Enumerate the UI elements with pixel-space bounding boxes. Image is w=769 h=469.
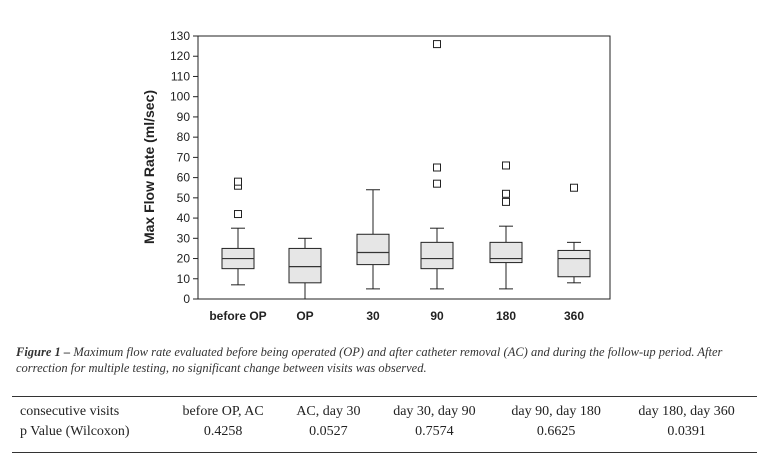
table-cell: 0.0391 [667, 424, 706, 439]
table-cell: 0.4258 [203, 424, 243, 439]
box-op [288, 247, 322, 284]
table-header-cell: day 180, day 360 [638, 404, 735, 419]
outlier-point [502, 189, 510, 198]
x-tick-label: 90 [430, 309, 444, 323]
table-bottom-rule [12, 452, 757, 453]
figure-caption: Figure 1 – Maximum flow rate evaluated b… [16, 344, 756, 376]
x-tick-label: 180 [496, 309, 516, 323]
y-axis: 0 10 20 30 40 50 60 70 80 90 100 110 120 130 [170, 29, 198, 306]
outlier-point [502, 161, 510, 170]
table-header-cell: day 90, day 180 [511, 404, 601, 419]
y-tick-label: 80 [177, 130, 191, 144]
y-tick-label: 10 [177, 272, 191, 286]
y-tick-label: 120 [170, 49, 190, 63]
y-tick-label: 20 [177, 252, 191, 266]
outlier-point [433, 40, 441, 49]
y-tick-label: 60 [177, 171, 191, 185]
x-tick-label: before OP [209, 309, 266, 323]
chart-svg: 0 10 20 30 40 50 60 70 80 90 100 110 120 130 before O… [141, 29, 611, 323]
y-tick-label: 130 [170, 29, 190, 43]
table-cell: 0.6625 [536, 424, 576, 439]
y-tick-label: 70 [177, 150, 191, 164]
box-90 [420, 241, 454, 270]
y-tick-label: 50 [177, 191, 191, 205]
table-header-row: consecutive visits before OP, AC AC, day… [14, 398, 754, 422]
caption-text: Maximum flow rate evaluated before being… [16, 345, 723, 375]
table-header-cell: before OP, AC [182, 404, 264, 419]
outlier-point [234, 177, 242, 186]
table-row: p Value (Wilcoxon) 0.4258 0.0527 0.7574 … [14, 422, 754, 442]
outlier-point [433, 179, 441, 188]
outlier-point [502, 197, 510, 206]
table-header-cell: AC, day 30 [296, 404, 361, 419]
table-cell: 0.0527 [309, 424, 348, 439]
boxes [221, 40, 591, 300]
x-axis-labels: before OP OP 30 90 180 360 [209, 309, 584, 323]
plot-frame [197, 35, 611, 300]
outlier-point [570, 183, 578, 192]
outlier-point [433, 163, 441, 172]
x-tick-label: 360 [564, 309, 584, 323]
y-tick-label: 90 [177, 110, 191, 124]
table-top-rule [12, 396, 757, 397]
p-value-table: consecutive visits before OP, AC AC, day… [14, 398, 754, 442]
table-header-cell: consecutive visits [20, 404, 120, 419]
y-tick-label: 30 [177, 231, 191, 245]
y-tick-label: 0 [183, 292, 190, 306]
box-360 [557, 249, 591, 278]
table-cell: p Value (Wilcoxon) [20, 424, 130, 439]
x-tick-label: 30 [366, 309, 380, 323]
y-tick-label: 100 [170, 90, 190, 104]
caption-lead: Figure 1 – [16, 345, 71, 359]
y-axis-label: Max Flow Rate (ml/sec) [141, 90, 157, 244]
outlier-point [234, 210, 242, 219]
y-tick-label: 40 [177, 211, 191, 225]
x-tick-label: OP [296, 309, 313, 323]
box-180 [489, 241, 523, 264]
table-cell: 0.7574 [415, 424, 454, 439]
table-header-cell: day 30, day 90 [393, 404, 476, 419]
boxplot-chart: 0 10 20 30 40 50 60 70 80 90 100 110 120 130 before O… [141, 29, 611, 323]
y-tick-label: 110 [171, 69, 190, 83]
box-30 [356, 233, 390, 266]
